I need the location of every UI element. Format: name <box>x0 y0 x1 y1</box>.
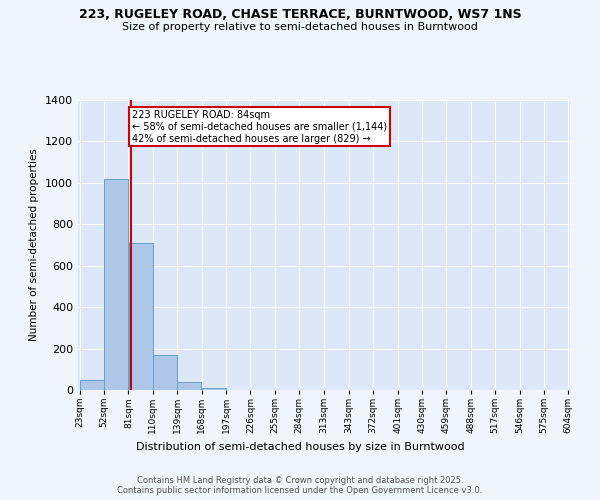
Bar <box>153 355 177 390</box>
Bar <box>202 388 226 390</box>
Bar <box>178 382 202 390</box>
Text: Contains HM Land Registry data © Crown copyright and database right 2025.
Contai: Contains HM Land Registry data © Crown c… <box>118 476 482 495</box>
Bar <box>80 380 104 390</box>
Bar <box>128 243 152 390</box>
Text: Distribution of semi-detached houses by size in Burntwood: Distribution of semi-detached houses by … <box>136 442 464 452</box>
Text: Size of property relative to semi-detached houses in Burntwood: Size of property relative to semi-detach… <box>122 22 478 32</box>
Y-axis label: Number of semi-detached properties: Number of semi-detached properties <box>29 148 40 342</box>
Bar <box>104 178 128 390</box>
Text: 223 RUGELEY ROAD: 84sqm
← 58% of semi-detached houses are smaller (1,144)
42% of: 223 RUGELEY ROAD: 84sqm ← 58% of semi-de… <box>132 110 387 144</box>
Text: 223, RUGELEY ROAD, CHASE TERRACE, BURNTWOOD, WS7 1NS: 223, RUGELEY ROAD, CHASE TERRACE, BURNTW… <box>79 8 521 20</box>
